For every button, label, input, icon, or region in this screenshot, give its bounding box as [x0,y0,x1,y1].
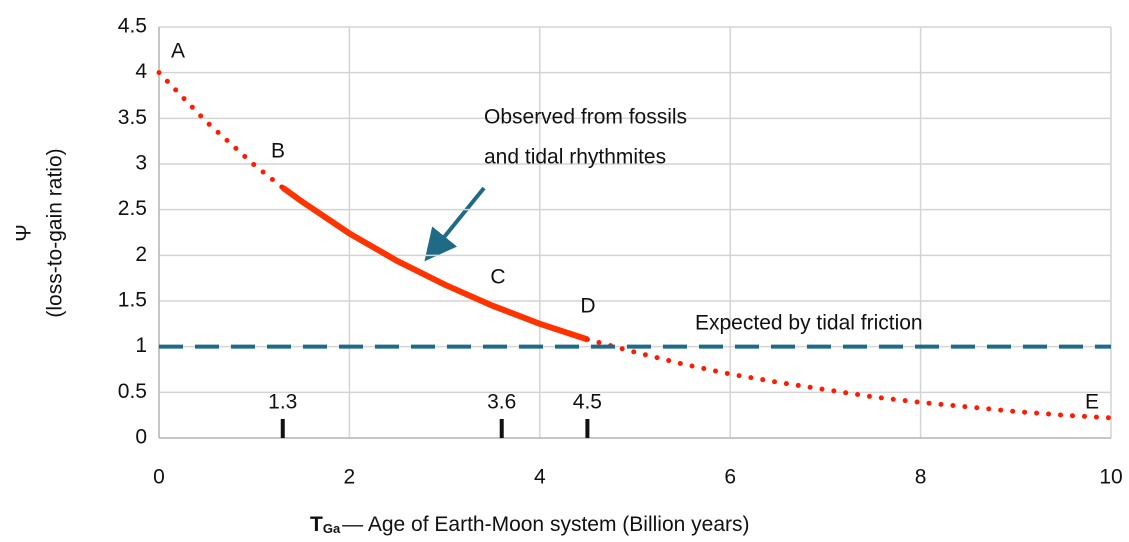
line-series [584,336,1114,421]
x-tick-label: 10 [1099,466,1122,489]
y-tick-label: 1.5 [118,289,147,312]
x-axis-label: TGa— Age of Earth-Moon system (Billion y… [310,513,750,537]
point-label: B [271,140,285,163]
x-tick-label: 0 [153,466,165,489]
age-marker-label: 1.3 [268,391,297,414]
point-label: C [490,266,505,289]
annotation: Expected by tidal friction [695,312,923,335]
line-series [156,70,286,191]
y-axis-symbol: Ψ [13,224,36,242]
y-axis-label: (loss-to-gain ratio) [44,148,67,317]
x-tick-label: 8 [915,466,927,489]
y-tick-label: 0.5 [118,380,147,403]
point-label: A [171,40,185,63]
y-tick-label: 3 [135,152,147,175]
arrow [424,186,486,262]
line-series [281,185,589,343]
x-axis-subscript: Ga [323,521,341,536]
y-tick-label: 2.5 [118,197,147,220]
x-axis-symbol: T [310,513,323,536]
point-label: E [1085,391,1099,414]
annotation: Observed from fossils [484,106,687,129]
point-label: D [580,295,595,318]
y-tick-label: 3.5 [118,106,147,129]
x-tick-label: 4 [534,466,546,489]
age-marker-label: 3.6 [487,391,516,414]
y-tick-label: 2 [135,243,147,266]
y-tick-label: 0 [135,426,147,449]
y-tick-label: 4 [135,60,147,83]
annotation: and tidal rhythmites [484,146,666,169]
age-marker-label: 4.5 [573,391,602,414]
y-tick-label: 1 [135,334,147,357]
x-tick-label: 6 [724,466,736,489]
x-axis-text: — Age of Earth-Moon system (Billion year… [342,513,749,536]
x-tick-label: 2 [344,466,356,489]
y-tick-label: 4.5 [118,15,147,38]
